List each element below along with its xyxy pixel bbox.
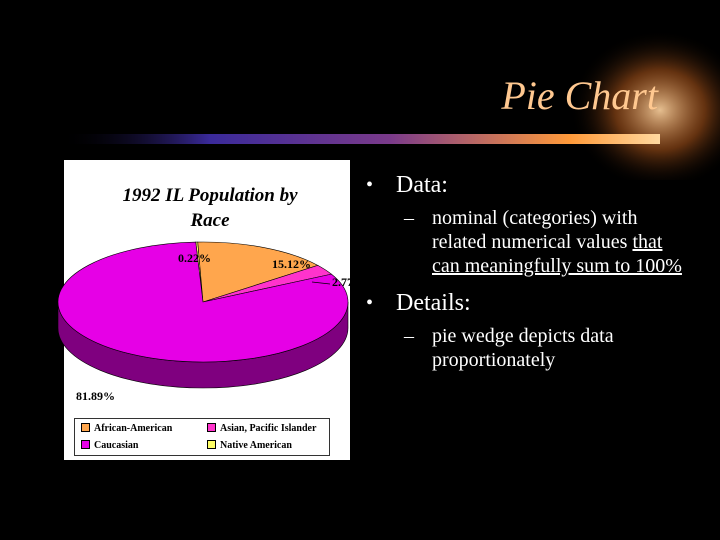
legend-swatch-asian-pacific-islander bbox=[207, 423, 216, 432]
title-bar bbox=[60, 30, 720, 180]
legend-item-asian-pacific-islander: Asian, Pacific Islander bbox=[207, 423, 316, 435]
data-label-asian-pacific-islander: 2.77% bbox=[332, 275, 365, 289]
bullet-details: • Details: bbox=[366, 288, 686, 318]
legend-label: Caucasian bbox=[94, 440, 139, 451]
bullet-data-label: Data: bbox=[396, 172, 448, 198]
legend-item-native-american: Native American bbox=[207, 440, 292, 452]
bullet-details-label: Details: bbox=[396, 290, 471, 316]
pie-slice-african-american bbox=[197, 241, 319, 303]
sub-bullet-details-text: pie wedge depicts data proportionately bbox=[432, 325, 614, 371]
bullet-list: • Data: – nominal (categories) with rela… bbox=[366, 170, 686, 372]
bullet-data: • Data: bbox=[366, 170, 686, 200]
bullet-glyph: • bbox=[366, 292, 374, 314]
chart-legend: African-American Asian, Pacific Islander… bbox=[74, 418, 330, 456]
dash-glyph: – bbox=[404, 207, 414, 229]
leader-line bbox=[311, 281, 331, 285]
pie-slice-caucasian bbox=[57, 241, 349, 363]
chart-title: 1992 IL Population by Race bbox=[70, 183, 350, 233]
legend-item-caucasian: Caucasian bbox=[81, 440, 138, 452]
legend-label: Native American bbox=[220, 440, 292, 451]
dash-glyph: – bbox=[404, 325, 414, 347]
legend-item-african-american: African-American bbox=[81, 423, 172, 435]
sub-bullet-data: – nominal (categories) with related nume… bbox=[366, 206, 686, 278]
slide-title: Pie Chart bbox=[501, 73, 658, 118]
sub-bullet-data-text: nominal (categories) with related numeri… bbox=[432, 207, 638, 253]
legend-swatch-native-american bbox=[207, 440, 216, 449]
bullet-glyph: • bbox=[366, 174, 374, 196]
legend-swatch-caucasian bbox=[81, 440, 90, 449]
data-label-caucasian: 81.89% bbox=[76, 389, 115, 403]
legend-label: Asian, Pacific Islander bbox=[220, 423, 317, 434]
legend-swatch-african-american bbox=[81, 423, 90, 432]
sub-bullet-data-underlined: that can meaningfully sum to 100% bbox=[432, 231, 682, 277]
data-label-native-american: 0.22% bbox=[178, 251, 211, 265]
data-label-african-american: 15.12% bbox=[272, 257, 311, 271]
chart-title-line-1: 1992 IL Population by bbox=[122, 185, 298, 206]
sub-bullet-details: – pie wedge depicts data proportionately bbox=[366, 324, 686, 372]
legend-label: African-American bbox=[94, 423, 173, 434]
chart-title-line-2: Race bbox=[190, 210, 230, 231]
